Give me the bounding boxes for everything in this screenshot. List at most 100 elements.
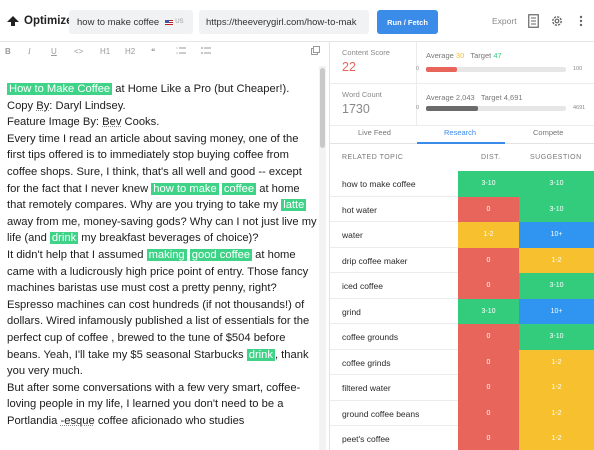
table-row[interactable]: coffee grinds 0 1-2 <box>330 349 594 375</box>
table-row[interactable]: water 1-2 10+ <box>330 222 594 248</box>
topic-name: grind <box>342 306 361 317</box>
text-span: at Home Like a Pro (but Cheaper!). <box>112 83 290 95</box>
target-label: Target <box>470 51 492 60</box>
distribution-cell: 0 <box>458 324 519 350</box>
editor-paragraph: But after some conversations with a few … <box>7 380 317 430</box>
distribution-cell: 0 <box>458 426 519 450</box>
text-span: Cooks. <box>121 116 160 129</box>
bar-min-label: 0 <box>416 66 420 72</box>
content-score-bar-fill <box>426 67 457 72</box>
text-span: It didn't help that I assumed <box>7 248 147 261</box>
export-button[interactable]: Export <box>492 16 517 26</box>
country-selector[interactable]: US <box>165 19 184 25</box>
target-label: Target <box>480 93 502 102</box>
svg-text:1: 1 <box>176 46 178 50</box>
topic-name: ground coffee beans <box>342 408 420 419</box>
text-span: But after some conversations with a few … <box>7 381 301 427</box>
text-span: Copy <box>7 99 37 112</box>
word-count-row: Word Count 1730 Average 2,043 Target 4,6… <box>330 84 594 126</box>
bold-button[interactable]: B <box>5 47 11 56</box>
topic-name: filtered water <box>342 383 391 393</box>
bar-max-label: 4691 <box>573 105 586 111</box>
bullet-list-icon[interactable] <box>201 46 211 57</box>
table-row[interactable]: drip coffee maker 0 1-2 <box>330 247 594 273</box>
suggestion-cell: 3-10 <box>519 171 594 197</box>
editor-paragraph: Feature Image By: Bev Cooks. <box>7 114 317 131</box>
table-row[interactable]: ground coffee beans 0 1-2 <box>330 400 594 426</box>
heading1-button[interactable]: H1 <box>100 47 111 56</box>
text-span: Every time I read an article about savin… <box>7 132 302 195</box>
logo-icon <box>3 11 23 31</box>
keyword-highlight: latte <box>281 199 307 212</box>
country-code: US <box>175 19 184 25</box>
suggestion-cell: 1-2 <box>519 375 594 401</box>
spellcheck-word: Bev <box>102 116 122 129</box>
distribution-cell: 3-10 <box>458 298 519 324</box>
keyword-highlight: good coffee <box>189 248 253 261</box>
heading2-button[interactable]: H2 <box>125 47 136 56</box>
distribution-cell: 0 <box>458 349 519 375</box>
suggestion-cell: 1-2 <box>519 426 594 450</box>
document-icon[interactable] <box>526 12 540 30</box>
tab-research[interactable]: Research <box>444 128 477 137</box>
distribution-cell: 0 <box>458 273 519 299</box>
stats-panel: Content Score 22 Average 30 Target 47 0 … <box>330 42 594 126</box>
more-vertical-icon[interactable] <box>574 12 588 30</box>
average-value: 30 <box>455 51 465 60</box>
svg-text:2: 2 <box>176 51 178 55</box>
topic-name: hot water <box>342 204 377 215</box>
keyword-highlight: drink <box>246 348 275 361</box>
table-row[interactable]: filtered water 0 1-2 <box>330 375 594 401</box>
editor-paragraph: Copy By: Daryl Lindsey. <box>7 98 317 115</box>
distribution-cell: 3-10 <box>458 171 519 197</box>
code-button[interactable]: <> <box>74 47 84 56</box>
tab-compete[interactable]: Compete <box>533 128 564 137</box>
topic-name: how to make coffee <box>342 179 416 189</box>
table-row[interactable]: peet's coffee 0 1-2 <box>330 426 594 450</box>
keyword-input[interactable]: how to make coffee US <box>69 10 193 34</box>
word-count-bar <box>426 106 566 111</box>
table-row[interactable]: grind 3-10 10+ <box>330 298 594 324</box>
bar-max-label: 100 <box>573 66 583 72</box>
editor-paragraph: Every time I read an article about savin… <box>7 131 317 247</box>
gear-icon[interactable] <box>550 12 564 30</box>
table-row[interactable]: hot water 0 3-10 <box>330 196 594 222</box>
table-row[interactable]: coffee grounds 0 3-10 <box>330 324 594 350</box>
average-label: Average <box>426 51 454 60</box>
editor-paragraph: It didn't help that I assumed making goo… <box>7 247 317 380</box>
us-flag-icon <box>165 19 174 25</box>
text-span: at home that remotely compares. Why are … <box>7 182 300 212</box>
column-header-topic: RELATED TOPIC <box>342 154 404 161</box>
text-span: : Daryl Lindsey. <box>49 99 126 112</box>
average-label: Average <box>426 93 454 102</box>
keyword-highlight: making <box>146 248 187 261</box>
editor-scrollbar[interactable] <box>319 66 326 450</box>
underline-button[interactable]: U <box>51 47 57 56</box>
word-count-benchmarks: Average 2,043 Target 4,691 <box>426 93 523 102</box>
topic-name: peet's coffee <box>342 434 390 444</box>
editor-content[interactable]: How to Make Coffee at Home Like a Pro (b… <box>7 81 317 429</box>
keyword-highlight: drink <box>49 232 79 245</box>
table-row[interactable]: iced coffee 0 3-10 <box>330 273 594 299</box>
suggestion-cell: 10+ <box>519 298 594 324</box>
tab-live-feed[interactable]: Live Feed <box>358 128 391 137</box>
scrollbar-thumb[interactable] <box>320 68 325 148</box>
panel-tabs: Live Feed Research Compete <box>330 121 594 144</box>
target-value: 47 <box>493 51 502 60</box>
suggestion-cell: 1-2 <box>519 247 594 273</box>
panel-divider <box>329 42 330 450</box>
table-row[interactable]: how to make coffee 3-10 3-10 <box>330 171 594 197</box>
run-fetch-button[interactable]: Run / Fetch <box>377 10 438 34</box>
text-span: coffee aficionado who studies <box>94 414 245 427</box>
copy-icon[interactable] <box>311 46 320 57</box>
content-score-row: Content Score 22 Average 30 Target 47 0 … <box>330 42 594 84</box>
quote-button[interactable]: ❝ <box>151 47 156 56</box>
italic-button[interactable]: I <box>28 47 31 56</box>
url-input[interactable]: https://theeverygirl.com/how-to-mak <box>199 10 369 34</box>
distribution-cell: 1-2 <box>458 222 519 248</box>
word-count-bar-fill <box>426 106 478 111</box>
column-header-dist: DIST. <box>481 154 501 161</box>
text-span: Feature Image By: <box>7 116 103 129</box>
